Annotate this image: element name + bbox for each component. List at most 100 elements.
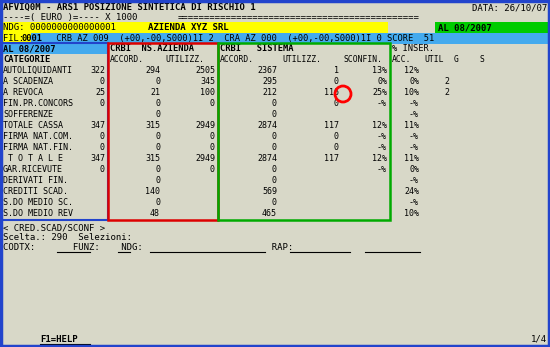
Text: ----=( EURO )=---- X 1000: ----=( EURO )=---- X 1000 <box>3 13 138 22</box>
Text: 0: 0 <box>100 132 105 141</box>
Text: 0: 0 <box>155 77 160 86</box>
Text: -%: -% <box>409 132 419 141</box>
Text: 0: 0 <box>100 77 105 86</box>
Text: 0%: 0% <box>409 165 419 174</box>
Text: ACCORD.: ACCORD. <box>220 55 254 64</box>
Text: 11%: 11% <box>404 121 419 130</box>
Text: 0: 0 <box>155 132 160 141</box>
Text: 347: 347 <box>90 154 105 163</box>
Text: 0: 0 <box>210 165 215 174</box>
Text: A REVOCA: A REVOCA <box>3 88 43 97</box>
Text: 295: 295 <box>262 77 277 86</box>
Text: 315: 315 <box>145 121 160 130</box>
Text: 2: 2 <box>444 88 449 97</box>
Bar <box>0 33 550 44</box>
Text: 0: 0 <box>334 132 339 141</box>
Text: CRBI  NS.AZIENDA: CRBI NS.AZIENDA <box>110 44 194 53</box>
Text: % INSER.: % INSER. <box>392 44 434 53</box>
Text: S.DO MEDIO REV: S.DO MEDIO REV <box>3 209 73 218</box>
Text: 0: 0 <box>334 99 339 108</box>
Text: 0: 0 <box>272 99 277 108</box>
Text: 117: 117 <box>324 121 339 130</box>
Text: 345: 345 <box>200 77 215 86</box>
Text: 0001: 0001 <box>22 34 43 43</box>
Text: -%: -% <box>409 176 419 185</box>
Text: 0: 0 <box>272 176 277 185</box>
Text: DATA: 26/10/07: DATA: 26/10/07 <box>472 3 547 12</box>
Text: 117: 117 <box>324 154 339 163</box>
Text: -%: -% <box>409 110 419 119</box>
Text: 48: 48 <box>150 209 160 218</box>
Text: FIN.PR.CONCORS: FIN.PR.CONCORS <box>3 99 73 108</box>
Text: 0: 0 <box>155 110 160 119</box>
Bar <box>0 22 388 33</box>
Text: -%: -% <box>409 99 419 108</box>
Text: FIRMA NAT.COM.: FIRMA NAT.COM. <box>3 132 73 141</box>
Text: < CRED.SCAD/SCONF >: < CRED.SCAD/SCONF > <box>3 223 105 232</box>
Text: 347: 347 <box>90 121 105 130</box>
Text: 0: 0 <box>272 165 277 174</box>
Text: -%: -% <box>377 132 387 141</box>
Text: 24%: 24% <box>404 187 419 196</box>
Text: FIL:: FIL: <box>3 34 29 43</box>
Text: 2949: 2949 <box>195 121 215 130</box>
Text: S.DO MEDIO SC.: S.DO MEDIO SC. <box>3 198 73 207</box>
Text: 2: 2 <box>444 77 449 86</box>
Text: 0: 0 <box>272 198 277 207</box>
Bar <box>0 333 550 347</box>
Text: 212: 212 <box>262 88 277 97</box>
Text: 2874: 2874 <box>257 154 277 163</box>
Text: S: S <box>480 55 485 64</box>
Text: 0: 0 <box>155 198 160 207</box>
Text: 2874: 2874 <box>257 121 277 130</box>
Text: 0: 0 <box>155 165 160 174</box>
Text: 25%: 25% <box>372 88 387 97</box>
Text: SCONFIN.: SCONFIN. <box>344 55 383 64</box>
Text: 10%: 10% <box>404 88 419 97</box>
Text: 0: 0 <box>210 143 215 152</box>
Text: AUTOLIQUIDANTI: AUTOLIQUIDANTI <box>3 66 73 75</box>
Bar <box>218 43 390 220</box>
Text: -%: -% <box>377 165 387 174</box>
Text: 140: 140 <box>145 187 160 196</box>
Text: 0: 0 <box>210 132 215 141</box>
Text: AZIENDA XYZ SRL: AZIENDA XYZ SRL <box>148 23 229 32</box>
Text: G: G <box>454 55 459 64</box>
Text: 0%: 0% <box>409 77 419 86</box>
Text: UTILIZZ.: UTILIZZ. <box>282 55 321 64</box>
Bar <box>0 43 108 54</box>
Text: 0: 0 <box>100 165 105 174</box>
Text: 12%: 12% <box>372 154 387 163</box>
Text: 1: 1 <box>334 66 339 75</box>
Text: DERIVATI FIN.: DERIVATI FIN. <box>3 176 68 185</box>
Text: CODTX:       FUNZ:    NDG:                        RAP:: CODTX: FUNZ: NDG: RAP: <box>3 243 293 252</box>
Text: 294: 294 <box>145 66 160 75</box>
Text: 2505: 2505 <box>195 66 215 75</box>
Text: 0: 0 <box>272 110 277 119</box>
Text: CATEGORIE: CATEGORIE <box>3 55 50 64</box>
Text: AFVIQ0M - ARS1 POSIZIONE SINTETICA DI RISCHIO 1: AFVIQ0M - ARS1 POSIZIONE SINTETICA DI RI… <box>3 3 256 12</box>
Text: CREDITI SCAD.: CREDITI SCAD. <box>3 187 68 196</box>
Text: 322: 322 <box>90 66 105 75</box>
Text: 1/4: 1/4 <box>531 335 547 344</box>
Text: 10%: 10% <box>404 209 419 218</box>
Text: -%: -% <box>377 143 387 152</box>
Text: AL 08/2007: AL 08/2007 <box>3 44 56 53</box>
Text: 12%: 12% <box>372 121 387 130</box>
Text: FIRMA NAT.FIN.: FIRMA NAT.FIN. <box>3 143 73 152</box>
Text: 0: 0 <box>334 143 339 152</box>
Text: -%: -% <box>409 198 419 207</box>
Text: 0: 0 <box>272 143 277 152</box>
Text: 0: 0 <box>100 143 105 152</box>
Text: 21: 21 <box>150 88 160 97</box>
Text: 0: 0 <box>155 99 160 108</box>
Text: 0: 0 <box>272 132 277 141</box>
Text: TOTALE CASSA: TOTALE CASSA <box>3 121 63 130</box>
Bar <box>0 54 108 65</box>
Text: 2367: 2367 <box>257 66 277 75</box>
Bar <box>435 22 548 33</box>
Text: 100: 100 <box>200 88 215 97</box>
Bar <box>108 43 218 220</box>
Text: 13%: 13% <box>372 66 387 75</box>
Text: 315: 315 <box>145 154 160 163</box>
